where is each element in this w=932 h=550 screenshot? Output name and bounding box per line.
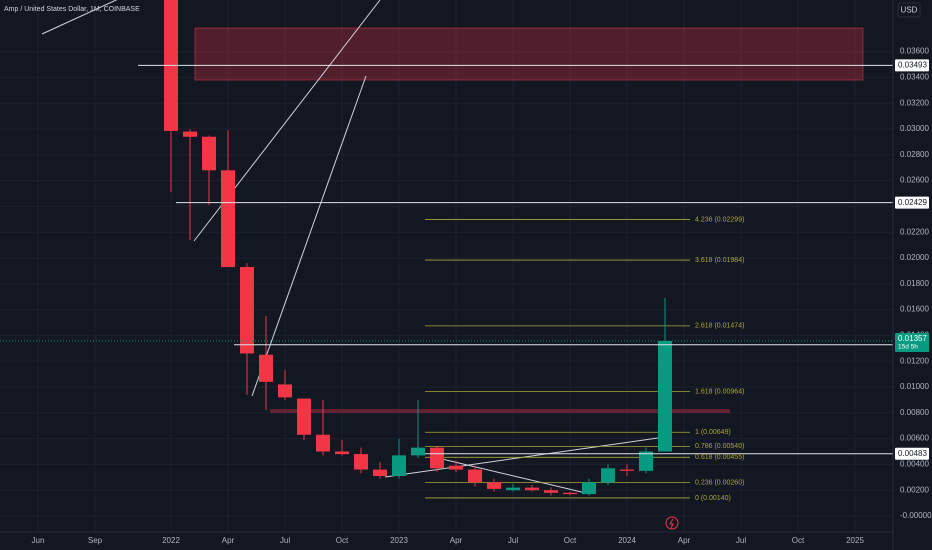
fib-label: 0.618 (0.00455) [695,454,744,461]
y-tick-label: 0.03000 [900,124,929,133]
candle-body [221,170,235,268]
y-tick-label: 0.01200 [900,356,929,365]
x-tick-label: Apr [678,536,691,545]
price-label: 0.02429 [898,198,927,207]
candle-body [658,340,672,452]
candle-body [544,490,558,493]
price-label-box [895,196,929,209]
candle-body [582,482,596,495]
candle-body [487,482,501,489]
countdown-label: 15d 5h [898,344,918,351]
price-label-box [895,447,929,460]
fib-label: 4.236 (0.02299) [695,216,744,223]
price-label: 0.03493 [898,61,927,70]
fib-label: 1.618 (0.00964) [695,388,744,395]
x-tick-label: Sep [88,536,103,545]
demand-zone [270,409,730,413]
y-tick-label: 0.02000 [900,253,929,262]
candle-body [506,487,520,491]
candle-body [240,267,254,354]
last-price-box [895,332,929,352]
candle-body [297,398,311,435]
fib-label: 0.236 (0.00260) [695,479,744,486]
last-price-label: 0.01357 [898,334,927,343]
x-tick-label: 2023 [390,536,408,545]
y-tick-label: 0.03600 [900,47,929,56]
x-tick-label: Oct [564,536,577,545]
price-label-box [895,59,929,72]
trend-line [41,0,118,35]
y-tick-label: -0.00000 [900,511,932,520]
event-icon[interactable] [665,516,679,530]
y-tick-label: 0.03400 [900,73,929,82]
supply-zone [194,27,864,81]
candle-body [335,451,349,455]
y-tick-label: 0.01000 [900,382,929,391]
candle-body [639,451,653,471]
candle-body [392,455,406,477]
y-tick-label: 0.01800 [900,279,929,288]
candle-body [601,468,615,483]
x-tick-label: Apr [222,536,235,545]
fib-label: 1 (0.00649) [695,429,731,436]
x-tick-label: Apr [450,536,463,545]
y-tick-label: 0.01600 [900,305,929,314]
x-tick-label: Jul [736,536,746,545]
x-tick-label: 2025 [846,536,864,545]
candle-body [183,131,197,137]
x-tick-label: Jul [508,536,518,545]
candle-body [411,447,425,456]
fib-label: 2.618 (0.01474) [695,323,744,330]
y-tick-label: 0.00200 [900,485,929,494]
x-tick-label: 2024 [618,536,636,545]
y-tick-label: 0.02800 [900,150,929,159]
candle-body [430,447,444,469]
trend-line [384,435,673,478]
y-tick-label: 0.00600 [900,434,929,443]
fib-label: 0 (0.00140) [695,495,731,502]
candle-body [525,487,539,491]
x-tick-label: Jul [280,536,290,545]
fib-label: 0.786 (0.00540) [695,443,744,450]
candle-body [259,354,273,382]
candle-body [620,469,634,471]
candle-body [449,465,463,470]
drawings [41,0,864,495]
price-label: 0.00483 [898,449,927,458]
x-tick-label: Oct [336,536,349,545]
y-tick-label: 0.02600 [900,176,929,185]
fib-label: 3.618 (0.01984) [695,257,744,264]
y-tick-label: 0.00400 [900,460,929,469]
candle-body [354,454,368,470]
x-tick-label: Oct [792,536,805,545]
candle-body [278,384,292,398]
y-tick-label: 0.02200 [900,227,929,236]
candle-body [468,469,482,483]
y-tick-label: 0.03200 [900,98,929,107]
x-tick-label: 2022 [162,536,180,545]
candle-body [563,492,577,495]
event-icon[interactable] [669,518,674,529]
trend-line [441,458,591,495]
candle-body [202,136,216,171]
y-tick-label: 0.00800 [900,408,929,417]
currency-box[interactable] [897,2,921,18]
candle-body [316,434,330,452]
candle-body [373,469,387,477]
chart-title: Amp / United States Dollar, 1M, COINBASE [4,6,140,13]
currency[interactable]: USD [901,6,918,15]
trend-line [251,75,367,397]
x-tick-label: Jun [32,536,45,545]
